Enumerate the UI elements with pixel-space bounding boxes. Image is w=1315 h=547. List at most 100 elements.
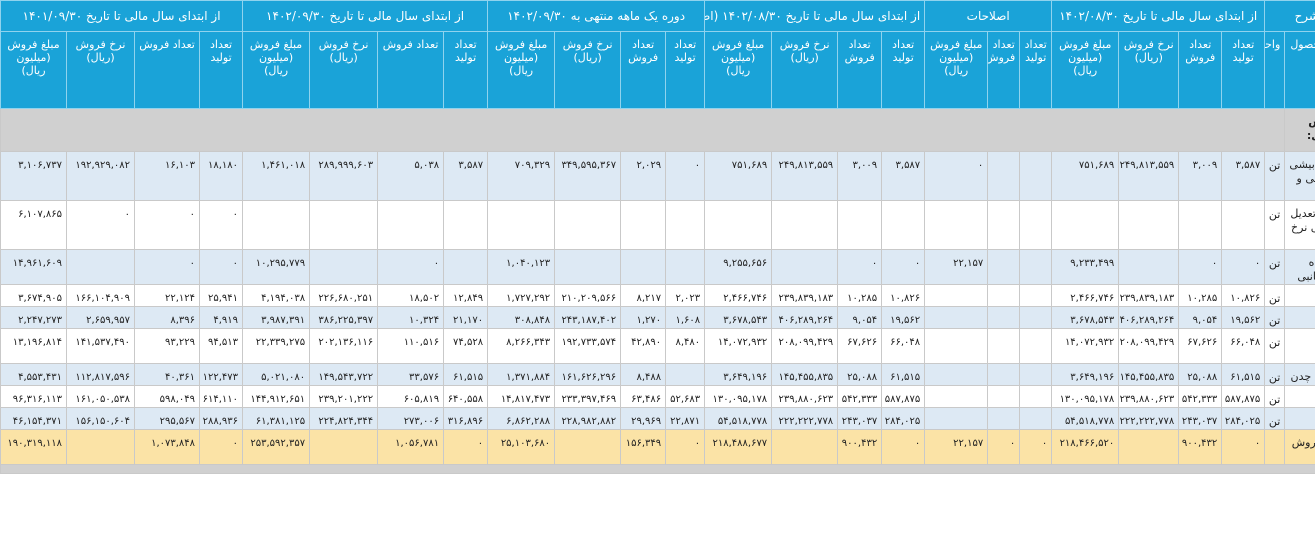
table-cell: ۲,۴۶۶,۷۴۶ xyxy=(704,284,773,307)
column-header: مبلغ فروش (میلیون ریال) xyxy=(924,31,989,109)
group-header: اصلاحات xyxy=(924,0,1053,32)
table-cell: ۲۵,۱۰۳,۶۸۰ xyxy=(487,429,556,465)
table-cell xyxy=(554,429,622,465)
table-cell: ۰ xyxy=(665,429,706,465)
table-cell: ۰ xyxy=(1019,429,1053,465)
table-cell: ۲۵,۰۸۸ xyxy=(1178,363,1223,386)
table-cell: ۲۵۳,۵۹۲,۳۵۷ xyxy=(242,429,311,465)
table-cell: ۱۰,۸۲۶ xyxy=(1221,284,1266,307)
table-cell: ۵۸۷,۸۷۵ xyxy=(881,385,926,408)
column-header: نرخ فروش (ریال) xyxy=(771,31,839,109)
table-cell: ۹۶,۳۱۶,۱۱۳ xyxy=(0,385,68,408)
column-header: تعداد تولید xyxy=(1221,31,1266,109)
table-cell: ۸,۴۸۰ xyxy=(665,328,706,364)
table-cell: ۲۲,۱۵۷ xyxy=(924,249,989,285)
table-cell: ۳,۵۸۷ xyxy=(1221,151,1266,201)
table-cell: ۱۴۴,۹۱۲,۶۵۱ xyxy=(242,385,311,408)
table-cell: ۵۲,۶۸۳ xyxy=(665,385,706,408)
section-row-domestic-sales: فروش داخلی: xyxy=(0,108,1315,152)
table-row: شمش چدنتن۶۱,۵۱۵۲۵,۰۸۸۱۴۵,۴۵۵,۸۳۵۳,۶۴۹,۱۹… xyxy=(0,363,1315,386)
table-cell xyxy=(377,200,445,250)
table-cell: ۳۸۶,۲۲۵,۳۹۷ xyxy=(309,306,379,329)
table-cell xyxy=(987,385,1021,408)
table-cell: ۲,۶۵۹,۹۵۷ xyxy=(66,306,136,329)
table-cell: ۲۴۳,۰۳۷ xyxy=(837,407,883,430)
table-cell xyxy=(881,200,926,250)
table-cell: ۲۲۲,۲۲۲,۷۷۸ xyxy=(771,407,839,430)
table-bottom-filler xyxy=(0,464,1315,474)
product-name-cell: میلگرد xyxy=(1284,407,1315,430)
table-cell: ۹,۰۵۴ xyxy=(837,306,883,329)
table-cell: ۰ xyxy=(837,249,883,285)
column-header: نام محصول xyxy=(1284,31,1315,109)
table-cell: ۱۹۰,۳۱۹,۱۱۸ xyxy=(0,429,68,465)
table-cell: ۲۸۹,۹۹۹,۶۰۳ xyxy=(309,151,379,201)
table-cell: ۸,۳۹۶ xyxy=(134,306,201,329)
table-cell xyxy=(924,284,989,307)
table-cell: ۹۰۰,۴۳۲ xyxy=(1178,429,1223,465)
table-cell: ۴۰۶,۲۸۹,۲۶۴ xyxy=(771,306,839,329)
column-header: نرخ فروش (ریال) xyxy=(66,31,136,109)
table-cell: ۴,۹۱۹ xyxy=(199,306,244,329)
group-header: از ابتدای سال مالی تا تاریخ ۱۴۰۲/۰۸/۳۰ xyxy=(1051,0,1266,32)
column-header: تعداد فروش xyxy=(987,31,1021,109)
table-cell: ۲۲۸,۹۸۲,۸۸۲ xyxy=(554,407,622,430)
table-cell xyxy=(924,407,989,430)
table-cell xyxy=(1118,429,1180,465)
table-cell: ۲۵,۹۴۱ xyxy=(199,284,244,307)
table-row: فرآورده های جانبیتن۰۰۹,۲۳۳,۴۹۹۲۲,۱۵۷۰۰۹,… xyxy=(0,249,1315,285)
table-cell xyxy=(665,363,706,386)
table-cell xyxy=(1019,363,1053,386)
table-cell: ۶,۱۰۷,۸۶۵ xyxy=(0,200,68,250)
table-cell: ۱,۰۴۰,۱۲۳ xyxy=(487,249,556,285)
table-cell: ۲۳۹,۸۳۹,۱۸۳ xyxy=(1118,284,1180,307)
table-cell: ۵,۰۲۱,۰۸۰ xyxy=(242,363,311,386)
table-cell: ۳,۱۰۶,۷۳۷ xyxy=(0,151,68,201)
table-cell: ۱۵۶,۱۵۰,۶۰۴ xyxy=(66,407,136,430)
table-cell: ۳,۶۷۸,۵۴۳ xyxy=(704,306,773,329)
table-cell xyxy=(987,407,1021,430)
column-header: مبلغ فروش (میلیون ریال) xyxy=(242,31,311,109)
table-cell: ۲۳۹,۸۳۹,۱۸۳ xyxy=(771,284,839,307)
table-cell: ۱۶,۱۰۳ xyxy=(134,151,201,201)
table-cell xyxy=(1178,200,1223,250)
table-row: کلافتن۱۰,۸۲۶۱۰,۲۸۵۲۳۹,۸۳۹,۱۸۳۲,۴۶۶,۷۴۶۱۰… xyxy=(0,284,1315,307)
unit-cell: تن xyxy=(1264,385,1286,408)
table-cell xyxy=(242,200,311,250)
table-cell: ۰ xyxy=(443,429,489,465)
table-cell: ۳,۶۷۸,۵۴۳ xyxy=(1051,306,1120,329)
table-cell: ۱۰,۲۸۵ xyxy=(837,284,883,307)
table-row: سایر (بیشی ، ناودانی و ...)تن۳,۵۸۷۳,۰۰۹۲… xyxy=(0,151,1315,201)
table-cell: ۲۲,۱۲۴ xyxy=(134,284,201,307)
table-cell xyxy=(1019,328,1053,364)
table-cell: ۲۴۹,۸۱۳,۵۵۹ xyxy=(771,151,839,201)
unit-cell: تن xyxy=(1264,407,1286,430)
product-name-cell: کلاف xyxy=(1284,284,1315,307)
group-header: شرح xyxy=(1264,0,1315,32)
table-cell: ۰ xyxy=(881,249,926,285)
unit-cell: تن xyxy=(1264,328,1286,364)
table-cell xyxy=(665,249,706,285)
table-cell xyxy=(924,200,989,250)
table-cell xyxy=(309,200,379,250)
table-cell: ۱۴۱,۵۳۷,۴۹۰ xyxy=(66,328,136,364)
table-cell: ۱۴,۹۶۱,۶۰۹ xyxy=(0,249,68,285)
table-cell: ۲۸۸,۹۳۶ xyxy=(199,407,244,430)
table-cell: ۳۳,۵۷۶ xyxy=(377,363,445,386)
table-cell: ۶۱,۵۱۵ xyxy=(443,363,489,386)
table-cell xyxy=(1118,200,1180,250)
table-row: ریلتن۱۹,۵۶۲۹,۰۵۴۴۰۶,۲۸۹,۲۶۴۳,۶۷۸,۵۴۳۱۹,۵… xyxy=(0,306,1315,329)
table-cell: ۱۴,۸۱۷,۴۷۳ xyxy=(487,385,556,408)
table-cell: ۸,۴۸۸ xyxy=(620,363,667,386)
table-cell: ۳,۵۸۷ xyxy=(443,151,489,201)
table-cell xyxy=(987,284,1021,307)
table-cell: ۰ xyxy=(199,200,244,250)
table-cell xyxy=(1051,200,1120,250)
table-cell xyxy=(771,249,839,285)
unit-cell xyxy=(1264,429,1286,465)
table-cell: ۷۵۱,۶۸۹ xyxy=(1051,151,1120,201)
table-cell xyxy=(704,200,773,250)
table-cell xyxy=(309,429,379,465)
table-cell xyxy=(1019,407,1053,430)
